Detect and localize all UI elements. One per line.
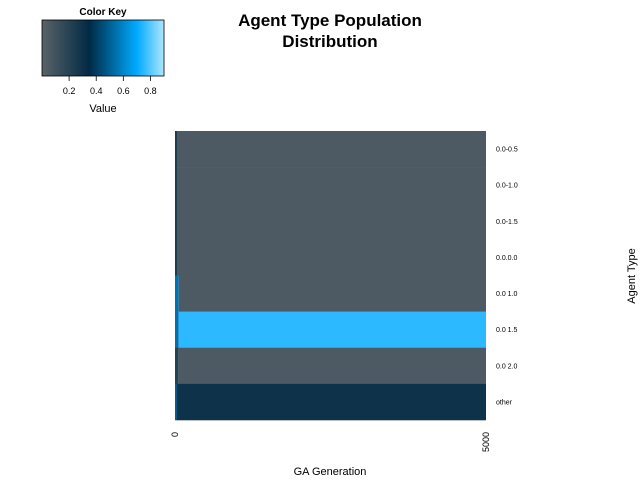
color-key-gradient — [41, 19, 165, 77]
heatmap-cell — [176, 239, 486, 276]
row-label: 0.0-1.0 — [496, 183, 518, 190]
heatmap-cell — [175, 383, 177, 421]
y-axis-label: Agent Type — [626, 248, 638, 303]
chart-title-line-1: Agent Type Population — [238, 11, 422, 30]
color-key-title: Color Key — [79, 7, 127, 18]
color-key-tick-label: 0.6 — [117, 86, 130, 96]
chart-title-line-2: Distribution — [282, 32, 377, 51]
row-label: other — [496, 399, 513, 406]
x-tick-label: 5000 — [481, 432, 491, 452]
color-key-tick-label: 0.4 — [90, 86, 103, 96]
heatmap-cell — [178, 311, 486, 349]
color-key: Color Key 0.2 0.4 0.6 0.8 Value — [41, 7, 165, 115]
x-axis-ticks: 0 5000 — [170, 432, 491, 452]
heatmap-cell — [175, 311, 179, 349]
heatmap-cell — [176, 167, 486, 204]
row-label: 0.0 1.0 — [496, 291, 518, 298]
heatmap-cell — [175, 203, 177, 240]
heatmap-cell — [175, 239, 177, 276]
row-label: 0.0 2.0 — [496, 363, 518, 370]
heatmap-cell — [176, 383, 486, 421]
color-key-label: Value — [89, 103, 116, 115]
heatmap-cell — [175, 347, 179, 385]
color-key-tick-label: 0.2 — [63, 86, 76, 96]
color-key-tick-label: 0.8 — [144, 86, 157, 96]
heatmap-cells — [175, 131, 486, 421]
heatmap-cell — [175, 275, 179, 312]
heatmap-cell — [176, 131, 486, 168]
row-labels: 0.0-0.5 0.0-1.0 0.0-1.5 0.0.0.0 0.0 1.0 0.0 1… — [496, 147, 518, 407]
heatmap-cell — [178, 347, 486, 385]
heatmap-cell — [175, 131, 177, 168]
row-label: 0.0 1.5 — [496, 327, 518, 334]
x-axis-label: GA Generation — [294, 466, 367, 478]
row-label: 0.0-1.5 — [496, 219, 518, 226]
row-label: 0.0.0.0 — [496, 255, 518, 262]
heatmap-cell — [178, 275, 486, 312]
x-tick-label: 0 — [170, 432, 180, 437]
heatmap-cell — [176, 203, 486, 240]
row-label: 0.0-0.5 — [496, 147, 518, 154]
color-key-ticks: 0.2 0.4 0.6 0.8 — [63, 76, 157, 96]
heatmap-cell — [175, 167, 177, 204]
